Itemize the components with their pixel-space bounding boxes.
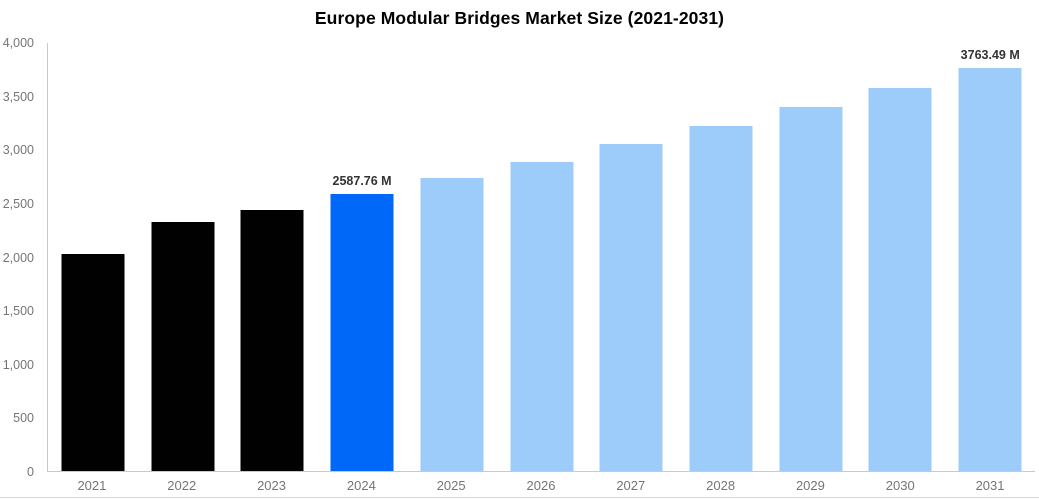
y-tick-label-2500: 2,500 (2, 196, 34, 211)
plot-area: 2587.76 M 3763.49 M (47, 43, 1035, 472)
bar-slot-2026 (497, 43, 587, 471)
y-tick-label-3500: 3,500 (2, 89, 34, 104)
bar-slot-2028 (676, 43, 766, 471)
y-tick-label-1500: 1,500 (2, 304, 34, 319)
x-tick-label-2028: 2028 (706, 478, 736, 493)
bar-slot-2021 (48, 43, 138, 471)
x-tick-label-2023: 2023 (257, 478, 286, 493)
x-tick-label-2022: 2022 (167, 478, 197, 493)
bar-2028[interactable] (689, 125, 753, 471)
x-axis: 2021 2022 2023 2024 2025 2026 2027 2028 2029 2030… (47, 478, 1035, 493)
bar-slot-2031: 3763.49 M (945, 43, 1035, 471)
x-tick-label-2029: 2029 (795, 478, 825, 493)
y-axis: 0 500 1,000 1,500 2,000 2,500 3,000 3,500 4,000 (0, 36, 40, 479)
data-label-2031: 3763.49 M (960, 48, 1020, 63)
bar-2024[interactable] (330, 194, 394, 471)
bar-slot-2029 (766, 43, 856, 471)
x-tick-label-2030: 2030 (885, 478, 915, 493)
bar-slot-2023 (227, 43, 317, 471)
y-tick-label-4000: 4,000 (2, 36, 34, 50)
y-tick-label-500: 500 (13, 411, 34, 426)
y-tick-label-3000: 3,000 (2, 143, 34, 158)
bar-2025[interactable] (420, 177, 484, 471)
bar-slot-2022 (138, 43, 228, 471)
y-tick-label-2000: 2,000 (2, 250, 34, 265)
bar-2022[interactable] (151, 221, 215, 471)
x-tick-label-2026: 2026 (526, 478, 556, 493)
bar-slot-2027 (586, 43, 676, 471)
x-tick-label-2031: 2031 (975, 478, 1005, 493)
data-label-2024: 2587.76 M (332, 174, 392, 189)
bar-2026[interactable] (510, 161, 574, 471)
x-tick-label-2025: 2025 (436, 478, 466, 493)
bar-2031[interactable] (958, 68, 1022, 471)
bar-2027[interactable] (599, 144, 663, 471)
x-tick-label-2027: 2027 (616, 478, 646, 493)
x-tick-label-2024: 2024 (346, 478, 376, 493)
bottom-divider (0, 497, 1039, 498)
bar-2029[interactable] (779, 107, 843, 471)
bar-slot-2024: 2587.76 M (317, 43, 407, 471)
y-tick-label-0: 0 (27, 465, 34, 479)
bar-slot-2025 (407, 43, 497, 471)
bar-2021[interactable] (61, 254, 125, 471)
bar-2030[interactable] (868, 87, 932, 471)
x-tick-label-2021: 2021 (77, 478, 107, 493)
bar-slot-2030 (856, 43, 946, 471)
y-tick-label-1000: 1,000 (2, 357, 34, 372)
chart-title: Europe Modular Bridges Market Size (2021… (314, 8, 725, 28)
bar-2023[interactable] (240, 210, 304, 471)
